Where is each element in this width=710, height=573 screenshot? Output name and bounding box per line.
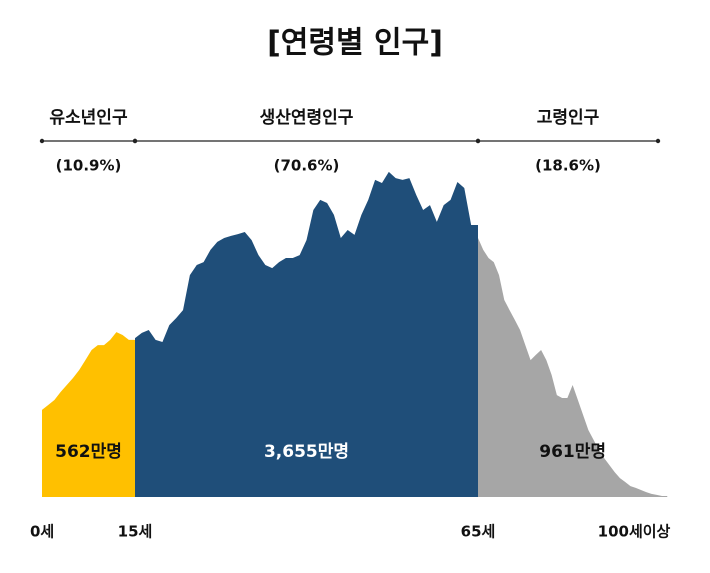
bracket-dot — [39, 138, 45, 144]
share-label: (18.6%) — [535, 157, 601, 175]
group-name: 유소년인구 — [49, 108, 128, 128]
share-label: (70.6%) — [274, 157, 340, 175]
bracket-dot — [132, 138, 138, 144]
x-tick-label: 100세이상 — [598, 523, 671, 541]
group-name: 생산연령인구 — [260, 107, 354, 128]
area — [135, 171, 478, 497]
x-tick-label: 15세 — [118, 523, 153, 541]
total-label: 562만명 — [55, 442, 122, 462]
chart-title: [연령별 인구] — [267, 26, 443, 61]
area — [42, 332, 135, 497]
bracket-dot — [475, 138, 481, 144]
x-tick-label: 0세 — [30, 523, 54, 541]
total-label: 961만명 — [539, 442, 606, 462]
group-name: 고령인구 — [537, 107, 600, 128]
bracket-dot — [655, 138, 661, 144]
area — [478, 238, 668, 497]
total-label: 3,655만명 — [264, 442, 349, 462]
share-label: (10.9%) — [56, 157, 122, 175]
x-tick-label: 65세 — [461, 523, 496, 541]
